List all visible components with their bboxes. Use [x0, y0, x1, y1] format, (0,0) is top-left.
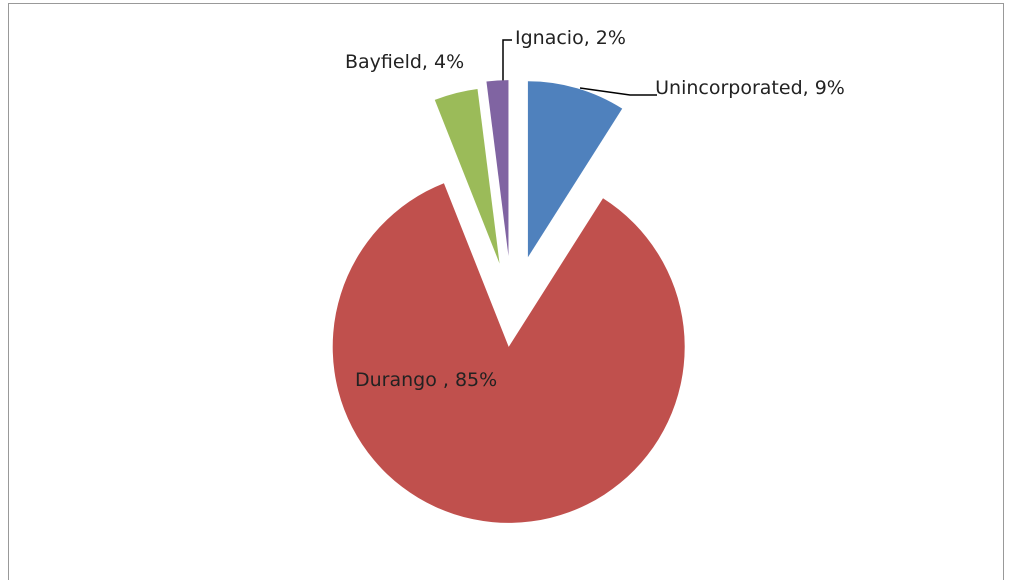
leader-line: [502, 39, 512, 82]
pie-slice: [434, 88, 500, 264]
data-label: Unincorporated, 9%: [655, 77, 845, 99]
data-label: Bayfield, 4%: [345, 51, 465, 73]
pie-slice: [486, 80, 509, 257]
pie-slice: [332, 183, 685, 523]
leader-line: [579, 87, 657, 96]
pie-slice: [527, 81, 623, 258]
data-label: Durango , 85%: [355, 369, 498, 391]
data-label: Ignacio, 2%: [515, 27, 626, 49]
